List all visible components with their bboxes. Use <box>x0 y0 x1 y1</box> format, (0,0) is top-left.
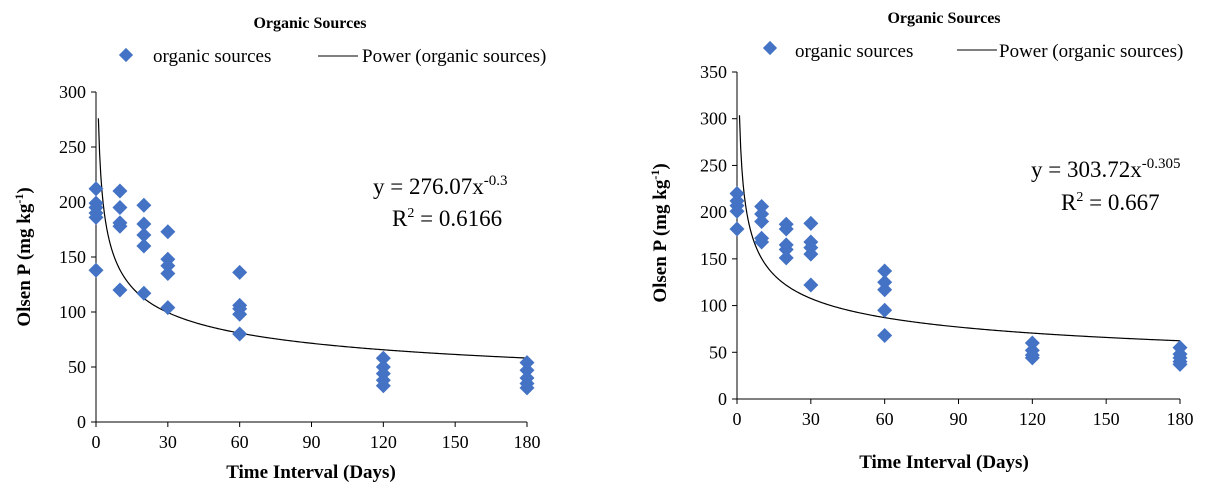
data-point-diamond <box>754 234 770 250</box>
chart-title: Organic Sources <box>887 10 1000 27</box>
y-tick-label: 250 <box>59 137 86 157</box>
data-point-diamond <box>136 197 152 213</box>
legend: organic sources Power (organic sources) <box>762 40 1183 62</box>
data-point-diamond <box>519 380 535 396</box>
x-tick-label: 90 <box>303 432 321 452</box>
y-tick-label: 200 <box>700 202 727 222</box>
data-point-diamond <box>232 306 248 322</box>
chart-title: Organic Sources <box>253 15 366 32</box>
power-trendline <box>738 115 1181 342</box>
x-tick-label: 90 <box>950 409 968 429</box>
chart-left: Organic Sources organic sources Power (o… <box>12 15 546 483</box>
data-points <box>729 185 1188 372</box>
data-point-diamond <box>1172 356 1188 372</box>
data-point-diamond <box>803 215 819 231</box>
data-point-diamond <box>136 227 152 243</box>
y-tick-label: 300 <box>700 109 727 129</box>
y-tick-label: 100 <box>59 302 86 322</box>
y-tick-label: 50 <box>68 357 86 377</box>
y-tick-label: 250 <box>700 155 727 175</box>
data-point-diamond <box>877 327 893 343</box>
x-tick-label: 30 <box>159 432 177 452</box>
r-squared: R2 = 0.6166 <box>392 206 502 231</box>
data-point-diamond <box>88 209 104 225</box>
x-axis-label: Time Interval (Days) <box>859 452 1029 473</box>
data-point-diamond <box>1024 350 1040 366</box>
data-point-diamond <box>375 378 391 394</box>
legend-label-scatter: organic sources <box>153 46 271 67</box>
y-axis-label: Olsen P (mg kg-1) <box>648 163 671 302</box>
data-point-diamond <box>803 277 819 293</box>
data-point-diamond <box>112 282 128 298</box>
data-point-diamond <box>112 183 128 199</box>
x-tick-label: 0 <box>92 432 101 452</box>
data-point-diamond <box>877 263 893 279</box>
axis-ticks: 0 30 60 90 120 150 180 0 50 100 150 200 250 300 350 <box>700 62 1194 429</box>
x-tick-label: 60 <box>876 409 894 429</box>
x-tick-label: 120 <box>1019 409 1046 429</box>
legend-marker-diamond <box>118 47 134 63</box>
legend-label-scatter: organic sources <box>795 41 913 62</box>
chart-right: Organic Sources organic sources Power (o… <box>648 10 1194 473</box>
data-point-diamond <box>88 181 104 197</box>
data-points <box>88 181 535 396</box>
y-tick-label: 200 <box>59 192 86 212</box>
data-point-diamond <box>778 221 794 237</box>
y-tick-label: 0 <box>718 389 727 409</box>
trend-equation: y = 276.07x-0.3 <box>373 173 507 199</box>
x-tick-label: 180 <box>514 432 541 452</box>
power-trendline <box>97 118 528 359</box>
data-point-diamond <box>112 200 128 215</box>
x-tick-label: 120 <box>370 432 397 452</box>
x-tick-label: 150 <box>442 432 469 452</box>
trend-equation: y = 303.72x-0.305 <box>1031 156 1180 182</box>
x-tick-label: 0 <box>733 409 742 429</box>
legend-label-power: Power (organic sources) <box>999 41 1183 62</box>
data-point-diamond <box>778 250 794 266</box>
data-point-diamond <box>232 264 248 280</box>
data-point-diamond <box>160 258 176 274</box>
y-tick-label: 150 <box>700 249 727 269</box>
data-point-diamond <box>519 355 535 371</box>
y-tick-label: 350 <box>700 62 727 82</box>
data-point-diamond <box>877 282 893 298</box>
x-tick-label: 30 <box>802 409 820 429</box>
data-point-diamond <box>160 266 176 281</box>
data-point-diamond <box>232 326 248 342</box>
data-point-diamond <box>729 203 745 219</box>
x-tick-label: 60 <box>231 432 249 452</box>
data-point-diamond <box>136 238 152 254</box>
data-point-diamond <box>160 224 176 240</box>
data-point-diamond <box>803 246 819 262</box>
x-tick-label: 180 <box>1167 409 1194 429</box>
data-point-diamond <box>754 213 770 229</box>
data-point-diamond <box>375 350 391 366</box>
x-axis-label: Time Interval (Days) <box>226 462 396 483</box>
data-point-diamond <box>136 285 152 301</box>
y-axis-label: Olsen P (mg kg-1) <box>12 187 35 326</box>
x-tick-label: 150 <box>1093 409 1120 429</box>
data-point-diamond <box>519 362 535 378</box>
axis-ticks: 0 30 60 90 120 150 180 0 50 100 150 200 250 300 <box>59 82 541 452</box>
y-tick-label: 100 <box>700 296 727 316</box>
legend: organic sources Power (organic sources) <box>118 46 546 67</box>
data-point-diamond <box>160 300 176 316</box>
data-point-diamond <box>877 302 893 318</box>
y-tick-label: 50 <box>709 342 727 362</box>
y-tick-label: 0 <box>77 412 86 432</box>
y-tick-label: 300 <box>59 82 86 102</box>
data-point-diamond <box>136 216 152 232</box>
legend-marker-diamond <box>762 40 778 56</box>
data-point-diamond <box>88 262 104 278</box>
data-point-diamond <box>729 221 745 237</box>
legend-label-power: Power (organic sources) <box>362 46 546 67</box>
y-tick-label: 150 <box>59 247 86 267</box>
r-squared: R2 = 0.667 <box>1061 190 1160 215</box>
data-point-diamond <box>778 242 794 258</box>
data-point-diamond <box>112 218 128 234</box>
